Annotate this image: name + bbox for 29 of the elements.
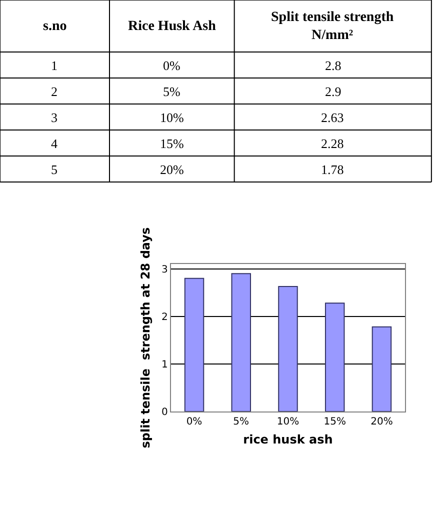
category-label: 15% (160, 136, 184, 151)
x-axis-title: rice husk ash (243, 432, 333, 446)
text: 2.9 (325, 84, 342, 99)
category-label: 10% (160, 110, 184, 125)
text: 2.8 (325, 58, 342, 73)
x-tick-label: 0% (186, 416, 202, 428)
y-tick-label: 2 (161, 312, 168, 323)
text: 3 (51, 110, 58, 125)
text: 5 (51, 162, 58, 177)
text: Rice Husk Ash (128, 19, 216, 34)
text: 4 (51, 136, 58, 151)
text: 2 (51, 84, 58, 99)
y-tick-label: 0 (161, 406, 168, 418)
y-tick-label: 1 (161, 359, 168, 370)
text: Split tensile strength N/mm² (271, 10, 394, 44)
category-label: 5% (163, 84, 180, 99)
x-tick-label: 5% (233, 416, 250, 428)
category-label: 0% (163, 58, 180, 73)
text: 2.63 (321, 110, 344, 125)
y-axis-title: split tensile strength at 28 days (138, 227, 153, 448)
y-tick-label: 3 (161, 264, 168, 276)
text: 1 (51, 58, 58, 73)
x-tick-label: 20% (370, 416, 393, 428)
x-tick-label: 15% (324, 416, 346, 428)
text: 2.28 (321, 136, 344, 151)
category-label: 20% (160, 162, 184, 177)
x-tick-label: 10% (276, 416, 300, 428)
text: 1.78 (321, 162, 344, 177)
text: s.no (43, 19, 67, 34)
